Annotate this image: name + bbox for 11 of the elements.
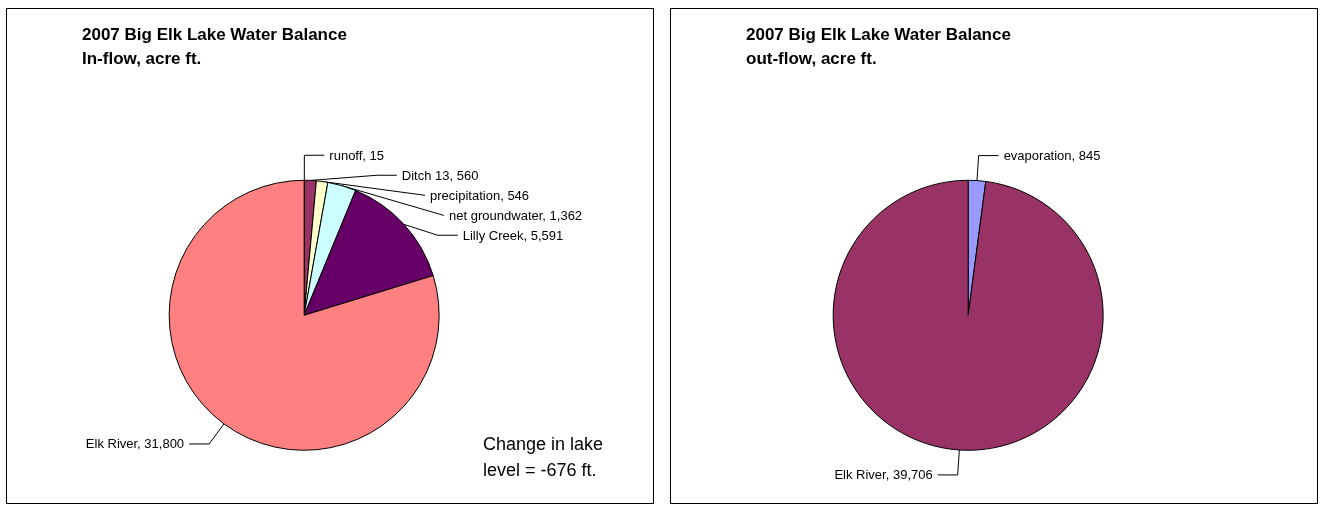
chart-title: 2007 Big Elk Lake Water Balance In-flow, acre ft. [82,24,347,68]
slice-label: Lilly Creek, 5,591 [462,227,564,243]
chart-title: 2007 Big Elk Lake Water Balance out-flow, acre ft. [746,24,1011,68]
slice-label: Elk River, 31,800 [85,436,185,452]
slice-label: evaporation, 845 [1003,148,1101,164]
slice-label: net groundwater, 1,362 [449,207,583,223]
slice-label: precipitation, 546 [430,187,530,203]
slice-label: Ditch 13, 560 [401,167,479,183]
slice-label: Elk River, 39,706 [834,467,933,483]
text: Change in lake level = -676 ft. [483,434,609,480]
slice-label: runoff, 15 [329,147,385,163]
